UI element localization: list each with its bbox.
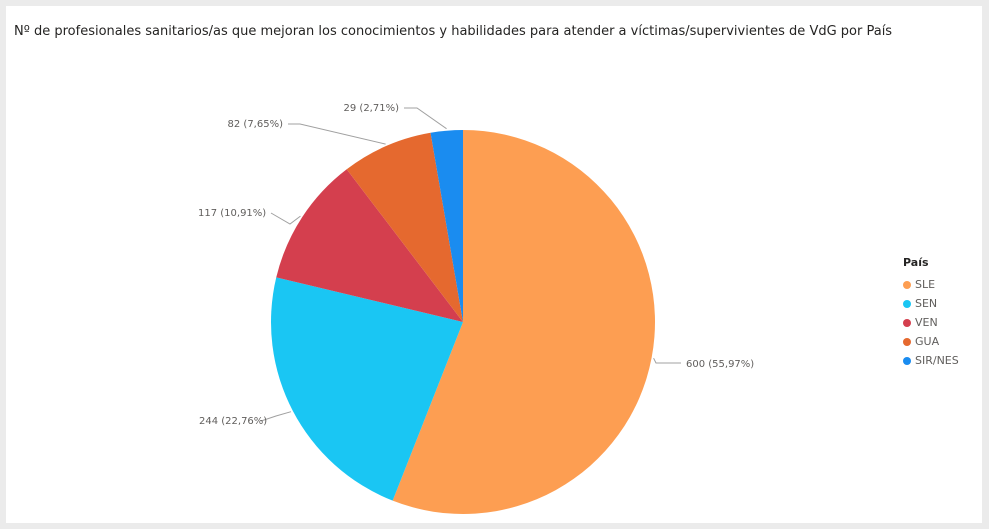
pie-slice-gua[interactable] [346,132,463,322]
data-label: 244 (22,76%) [199,416,267,427]
legend-label: SLE [915,278,936,291]
chart-card: Nº de profesionales sanitarios/as que me… [6,6,982,523]
pie-chart: 600 (55,97%) 244 (22,76%) 117 (10,91%) 82 (… [198,103,754,514]
legend-dot-icon [903,337,911,346]
legend-item[interactable]: VEN [903,313,959,332]
legend-dot-icon [903,356,911,365]
data-label: 117 (10,91%) [198,208,266,219]
legend-title: País [903,256,929,269]
leader-line [270,212,301,225]
leader-line [260,411,292,422]
legend-dot-icon [903,299,911,308]
leader-line [653,357,681,364]
pie-slice-sle[interactable] [392,130,655,514]
legend-item[interactable]: GUA [903,332,959,351]
legend-dot-icon [903,318,911,327]
legend-label: SIR/NES [915,354,959,367]
pie-slice-sen[interactable] [271,277,463,501]
leader-line [288,123,386,145]
legend-item[interactable]: SEN [903,294,959,313]
legend-dot-icon [903,280,911,289]
chart-title: Nº de profesionales sanitarios/as que me… [14,24,893,39]
leader-line [404,107,447,130]
data-label: 82 (7,65%) [228,119,284,130]
data-label: 29 (2,71%) [344,103,400,114]
pie-slice-ven[interactable] [276,169,463,322]
pie-slice-sir-nes[interactable] [430,130,463,322]
data-label: 600 (55,97%) [686,359,754,370]
legend-item[interactable]: SLE [903,275,959,294]
legend-label: VEN [915,316,938,329]
legend-item[interactable]: SIR/NES [903,351,959,370]
legend-label: SEN [915,297,938,310]
legend: País SLE SEN VEN GUA SIR/NES [903,256,959,370]
legend-label: GUA [915,335,940,348]
